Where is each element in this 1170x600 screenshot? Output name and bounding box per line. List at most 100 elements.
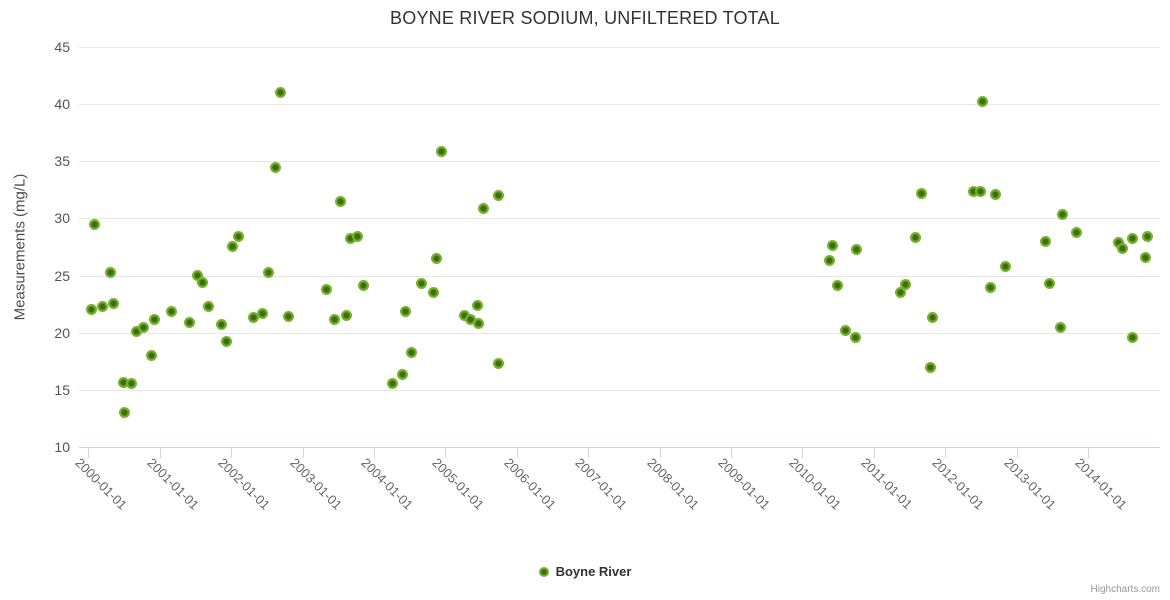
data-point[interactable] xyxy=(1043,278,1055,289)
data-point[interactable] xyxy=(493,358,505,370)
highcharts-credits-link[interactable]: Highcharts.com xyxy=(1090,584,1160,595)
data-point[interactable] xyxy=(137,321,149,333)
data-point[interactable] xyxy=(984,281,996,293)
data-point[interactable] xyxy=(831,280,843,292)
data-point[interactable] xyxy=(274,86,286,98)
data-point[interactable] xyxy=(900,279,912,291)
x-axis-tick xyxy=(231,448,233,459)
data-point[interactable] xyxy=(341,310,353,322)
data-point[interactable] xyxy=(406,346,418,358)
data-point[interactable] xyxy=(257,307,268,319)
x-axis-tick-label: 2003-01-01 xyxy=(286,455,345,513)
x-axis-tick xyxy=(588,448,590,459)
x-axis-tick-label: 2011-01-01 xyxy=(858,455,916,513)
data-point[interactable] xyxy=(1116,242,1128,254)
data-point[interactable] xyxy=(262,266,274,278)
data-point[interactable] xyxy=(97,300,109,312)
data-point[interactable] xyxy=(916,187,927,199)
data-point[interactable] xyxy=(826,240,838,252)
data-point[interactable] xyxy=(118,407,130,419)
data-point[interactable] xyxy=(990,188,1002,200)
data-point[interactable] xyxy=(165,305,177,317)
data-point[interactable] xyxy=(968,186,980,198)
data-point[interactable] xyxy=(1071,226,1082,238)
data-point[interactable] xyxy=(344,233,356,245)
x-axis-tick xyxy=(659,448,661,459)
data-point[interactable] xyxy=(126,377,138,389)
data-point[interactable] xyxy=(352,231,363,243)
legend-marker-icon[interactable] xyxy=(538,566,549,577)
data-point[interactable] xyxy=(88,218,100,230)
y-axis-tick-label: 45 xyxy=(54,38,70,55)
x-axis-tick-label: 2000-01-01 xyxy=(72,455,131,513)
data-point[interactable] xyxy=(192,270,203,281)
data-point[interactable] xyxy=(321,283,333,295)
data-point[interactable] xyxy=(927,312,939,324)
data-point[interactable] xyxy=(925,361,937,373)
data-point[interactable] xyxy=(396,368,408,380)
data-point[interactable] xyxy=(459,310,471,322)
data-point[interactable] xyxy=(999,260,1011,272)
data-point[interactable] xyxy=(478,202,490,214)
data-point[interactable] xyxy=(386,377,398,389)
data-point[interactable] xyxy=(1054,321,1066,333)
x-axis-tick-label: 2009-01-01 xyxy=(715,455,773,513)
data-point[interactable] xyxy=(197,276,208,288)
data-point[interactable] xyxy=(215,319,227,331)
data-point[interactable] xyxy=(227,241,238,253)
x-axis-tick xyxy=(373,448,375,459)
data-point[interactable] xyxy=(232,231,244,243)
data-point[interactable] xyxy=(1127,233,1139,245)
x-axis-tick xyxy=(88,448,90,459)
data-point[interactable] xyxy=(183,317,195,328)
x-axis-tick xyxy=(873,448,875,459)
data-point[interactable] xyxy=(107,297,119,309)
data-point[interactable] xyxy=(975,186,987,198)
data-point[interactable] xyxy=(1040,235,1052,247)
x-axis-tick xyxy=(802,448,804,459)
data-point[interactable] xyxy=(471,299,483,311)
data-point[interactable] xyxy=(1141,231,1153,243)
data-point[interactable] xyxy=(840,325,852,336)
data-point[interactable] xyxy=(220,336,232,348)
x-axis-tick-label: 2014-01-01 xyxy=(1072,455,1130,513)
data-point[interactable] xyxy=(334,195,346,207)
data-point[interactable] xyxy=(976,96,988,107)
y-axis-tick-label: 15 xyxy=(54,382,70,398)
data-point[interactable] xyxy=(117,376,129,388)
data-point[interactable] xyxy=(399,305,411,317)
data-point[interactable] xyxy=(430,252,442,264)
legend-label[interactable]: Boyne River xyxy=(555,564,632,579)
data-point[interactable] xyxy=(85,304,97,316)
data-point[interactable] xyxy=(357,280,369,292)
data-point[interactable] xyxy=(492,189,504,201)
data-point[interactable] xyxy=(464,313,476,325)
data-point[interactable] xyxy=(269,162,281,174)
data-point[interactable] xyxy=(104,266,116,278)
y-gridline xyxy=(79,46,1160,48)
y-gridline xyxy=(79,103,1160,105)
data-point[interactable] xyxy=(427,287,439,299)
data-point[interactable] xyxy=(131,326,143,338)
data-point[interactable] xyxy=(851,243,862,255)
y-axis-tick-label: 35 xyxy=(54,153,70,169)
data-point[interactable] xyxy=(145,350,157,362)
data-point[interactable] xyxy=(895,287,907,299)
data-point[interactable] xyxy=(1139,251,1151,263)
data-point[interactable] xyxy=(283,311,295,323)
data-point[interactable] xyxy=(148,313,160,325)
data-point[interactable] xyxy=(203,300,215,312)
data-point[interactable] xyxy=(415,278,427,289)
data-point[interactable] xyxy=(850,331,862,343)
data-point[interactable] xyxy=(1126,331,1138,343)
x-axis-tick xyxy=(1016,448,1018,459)
data-point[interactable] xyxy=(909,232,921,244)
data-point[interactable] xyxy=(247,312,259,324)
data-point[interactable] xyxy=(472,318,484,330)
data-point[interactable] xyxy=(435,146,447,158)
data-point[interactable] xyxy=(1056,209,1068,221)
y-gridline xyxy=(79,275,1160,277)
data-point[interactable] xyxy=(329,313,341,325)
data-point[interactable] xyxy=(1113,236,1125,248)
data-point[interactable] xyxy=(823,255,835,267)
